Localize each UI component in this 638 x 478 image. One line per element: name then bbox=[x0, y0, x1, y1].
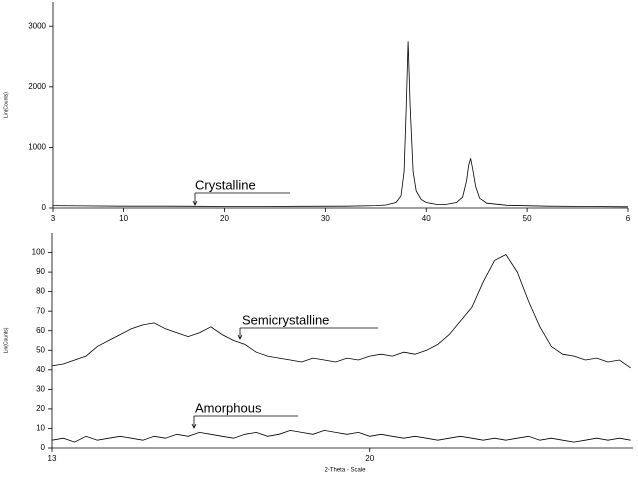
y-tick-label: 2000 bbox=[28, 82, 46, 91]
x-tick-label: 20 bbox=[365, 454, 374, 463]
y-tick-label: 1000 bbox=[28, 143, 46, 152]
y-axis-label: Lin(Counts) bbox=[3, 327, 9, 353]
x-tick-label: 20 bbox=[220, 214, 229, 223]
y-tick-label: 50 bbox=[36, 345, 45, 354]
y-tick-label: 70 bbox=[36, 306, 45, 315]
y-tick-label: 0 bbox=[42, 203, 47, 212]
annotation-arrowhead bbox=[237, 334, 243, 340]
y-tick-label: 3000 bbox=[28, 21, 46, 30]
annotation: Semicrystalline bbox=[242, 312, 329, 327]
y-tick-label: 40 bbox=[36, 365, 45, 374]
annotation-arrowhead bbox=[191, 423, 197, 429]
x-tick-label: 40 bbox=[422, 214, 431, 223]
x-axis-label: 2-Theta - Scale bbox=[324, 468, 366, 474]
x-tick-label: 50 bbox=[523, 214, 532, 223]
y-tick-label: 30 bbox=[36, 384, 45, 393]
y-axis-label: Lin(Counts) bbox=[3, 92, 9, 118]
x-tick-label: 10 bbox=[119, 214, 128, 223]
data-line bbox=[52, 41, 629, 208]
annotation: Crystalline bbox=[195, 177, 256, 192]
data-line bbox=[51, 429, 631, 443]
y-tick-label: 60 bbox=[36, 326, 45, 335]
y-tick-label: 90 bbox=[36, 267, 45, 276]
x-tick-label: 6 bbox=[626, 214, 631, 223]
y-tick-label: 20 bbox=[36, 404, 45, 413]
data-line bbox=[51, 253, 631, 369]
x-tick-label: 3 bbox=[51, 214, 56, 223]
y-tick-label: 100 bbox=[32, 248, 46, 257]
y-tick-label: 80 bbox=[36, 287, 45, 296]
y-tick-label: 10 bbox=[36, 424, 45, 433]
annotation-arrowhead bbox=[192, 200, 198, 206]
y-tick-label: 0 bbox=[41, 443, 46, 452]
x-tick-label: 13 bbox=[48, 454, 57, 463]
x-tick-label: 30 bbox=[321, 214, 330, 223]
annotation: Amorphous bbox=[195, 400, 262, 415]
